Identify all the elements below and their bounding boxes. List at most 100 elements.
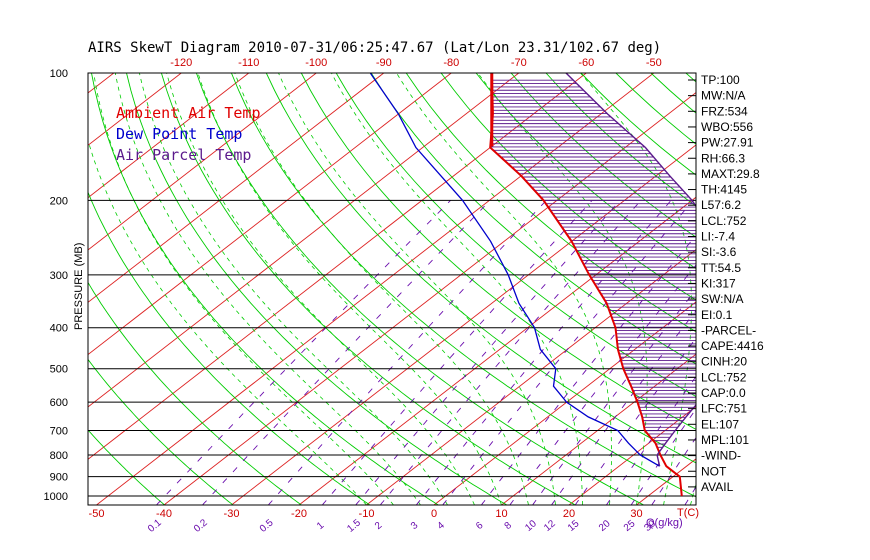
mixing-ratio-line [651,436,696,505]
isotherm-line [88,73,250,199]
legend: Ambient Air Temp Dew Point Temp Air Parcel… [116,104,261,164]
moist-adiabat-line [278,73,556,505]
pressure-tick-label: 500 [50,364,68,376]
pressure-tick-label: 900 [50,472,68,484]
index-label: TP:100 [701,73,740,87]
mixing-ratio-tick-label: 8 [503,520,515,532]
index-label: -PARCEL- [701,323,756,337]
legend-entry: Ambient Air Temp [116,104,261,122]
isotherm-line [366,249,696,505]
mixing-ratio-unit-label: Q(g/kg) [646,517,683,529]
dry-adiabat-line [791,73,870,505]
dry-adiabat-line [88,281,302,505]
bottom-temp-tick-label: -10 [359,508,375,520]
bottom-temp-tick-label: -20 [291,508,307,520]
mixing-ratio-line [574,337,696,505]
mixing-ratio-line [551,310,696,505]
mixing-ratio-lines [156,199,696,505]
index-label: L57:6.2 [701,198,741,212]
bottom-temp-tick-label: 10 [495,508,507,520]
top-temp-ticks: -120 -110 -100 -90 -80 -70 -60 -50 [170,57,661,69]
legend-entry: Air Parcel Temp [116,146,251,164]
index-label: LCL:752 [701,214,747,228]
index-label: LI:-7.4 [701,230,735,244]
index-label: FRZ:534 [701,104,748,118]
plot-frame [87,72,697,506]
mixing-ratio-tick-label: 3 [409,520,421,532]
legend-entry: Dew Point Temp [116,125,242,143]
index-label: KI:317 [701,276,736,290]
isotherm-line [839,73,870,505]
mixing-ratio-tick-label: 2 [373,520,385,532]
moist-adiabat-line [197,73,502,505]
dry-adiabat-line [88,429,165,505]
series-line-0 [489,73,683,497]
index-label: CAPE:4416 [701,339,764,353]
moist-adiabat-line [331,73,583,505]
isotherm-line [88,73,385,303]
mixing-ratio-tick-label: 25 [622,518,638,534]
isotherm-line [298,196,696,505]
moist-adiabat-line [93,73,394,505]
dry-adiabat-line [861,73,870,505]
mixing-ratio-line [321,199,593,505]
dry-adiabat-line [756,73,870,505]
index-label: TH:4145 [701,183,747,197]
top-temp-tick-label: -60 [578,57,594,69]
index-label: SW:N/A [701,292,743,306]
dry-adiabat-line [88,358,234,505]
moist-adiabat-line [396,73,612,505]
cape-hatching [490,79,696,452]
index-label: SI:-3.6 [701,245,737,259]
mixing-ratio-line [379,200,642,505]
dry-adiabat-line [650,73,696,114]
dry-adiabat-line [300,73,696,430]
mixing-ratio-line [202,199,491,505]
isotherm-line [88,73,452,356]
dry-adiabat-line [126,73,508,505]
mixing-ratio-tick-label: 15 [566,518,582,534]
mixing-ratio-tick-label: 4 [435,520,447,532]
mixing-ratio-line [606,375,696,505]
mixing-ratio-tick-label: 10 [523,518,539,534]
index-label: LCL:752 [701,370,747,384]
isotherm-line [88,73,317,251]
moist-adiabat-line [139,73,448,505]
mixing-ratio-tick-label: 0.2 [192,517,210,535]
top-temp-tick-label: -70 [511,57,527,69]
index-label: CAP:0.0 [701,386,746,400]
top-temp-tick-label: -90 [376,57,392,69]
bottom-temp-tick-label: -50 [89,508,105,520]
index-label: EI:0.1 [701,308,733,322]
bottom-temp-tick-label: 20 [563,508,575,520]
series-line-1 [369,73,660,467]
isotherm-line [88,73,520,408]
isotherm-line [568,405,696,505]
index-label: MW:N/A [701,89,745,103]
index-label: -WIND- [701,449,741,463]
index-label: MPL:101 [701,433,749,447]
pressure-tick-label: 600 [50,397,68,409]
isotherm-line [96,73,655,505]
mixing-ratio-line [442,200,694,505]
bottom-temp-tick-label: -40 [156,508,172,520]
mixing-ratio-line [481,234,696,505]
mixing-ratio-tick-label: 20 [597,518,613,534]
isotherm-line [433,301,696,505]
dry-adiabat-line [160,73,576,505]
index-label: LFC:751 [701,402,747,416]
moist-adiabat-line [234,73,529,505]
index-label: MAXT:29.8 [701,167,760,181]
top-temp-tick-label: -50 [646,57,662,69]
pressure-tick-label: 700 [50,426,68,438]
isotherm-line [772,73,870,505]
dry-adiabat-line [195,73,644,505]
isotherm-line [88,73,587,460]
bottom-temp-ticks: -50 -40 -30 -20 -10 0 10 20 30 [89,508,643,520]
pressure-tick-label: 100 [50,68,68,80]
mixing-ratio-line [156,199,451,505]
dry-adiabat-line [88,191,371,505]
bottom-temp-tick-label: -30 [224,508,240,520]
index-label: RH:66.3 [701,151,745,165]
